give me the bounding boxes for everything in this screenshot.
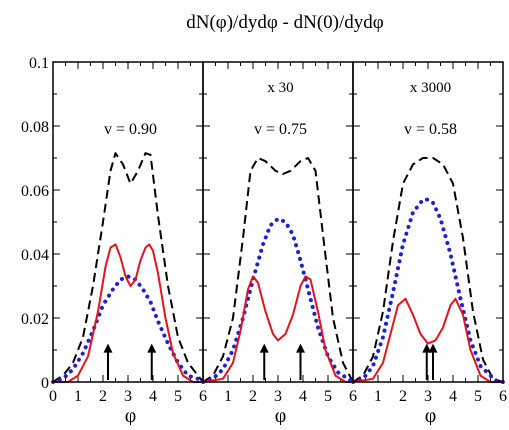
y-tick-label: 0.02 [21,311,49,328]
x-tick-label: 4 [449,388,457,405]
series-line-solid [352,297,503,383]
y-tick-label: 0.1 [29,55,49,72]
arrow-head [103,343,113,353]
x-tick-label: 2 [399,388,407,405]
x-tick-label: 3 [274,388,282,405]
y-tick-label: 0.04 [21,247,49,264]
x-axis-label: φ [125,405,137,425]
panel-frame [52,61,204,383]
series-line-dashed [352,157,504,383]
arrow-head [428,343,438,353]
chart-title: dN(φ)/dydφ - dN(0)/dydφ [186,12,384,33]
panel-1: 0 1 2 3 4 5 6 v = 0.90 φ [49,61,207,427]
x-tick-label: 5 [174,388,182,405]
panel-v-label: v = 0.90 [104,121,157,138]
x-tick-label: 3 [124,388,132,405]
y-tick-label: 0.08 [21,119,49,136]
series-line-dashed [202,157,354,383]
y-tick-label: 0 [41,375,49,392]
series-line-solid [202,275,353,383]
panel-multiplier-label: x 30 [267,80,293,96]
panel-2: 1 2 3 4 5 6x 30v = 0.75φ [201,61,357,427]
x-tick-label: 1 [224,388,232,405]
panel-v-label: v = 0.75 [254,121,307,138]
panel-v-label: v = 0.58 [404,121,457,138]
arrow-head [296,343,305,353]
arrow-head [422,343,432,353]
x-tick-label: 4 [299,388,307,405]
x-tick-label: 5 [324,388,332,405]
series-line-solid [53,243,203,383]
x-tick-label: 4 [149,388,157,405]
series-line-dashed [52,152,204,383]
x-axis-label: φ [275,405,287,425]
x-tick-label: 2 [249,388,257,405]
panel-multiplier-label: x 3000 [410,80,451,96]
series-line-dotted [51,274,205,384]
arrow-head [147,343,157,353]
series-line-dotted [351,197,505,384]
y-tick-label: 0.06 [21,183,49,200]
x-axis-label: φ [425,405,437,425]
arrow-head [259,343,269,353]
x-tick-label: 1 [74,388,82,405]
x-tick-label: 0 [49,388,57,405]
x-tick-label: 6 [199,388,207,405]
x-tick-label: 2 [99,388,107,405]
x-tick-label: 5 [474,388,482,405]
x-tick-label: 6 [499,388,507,405]
panel-frame [202,61,354,383]
panel-frame [352,61,504,383]
x-tick-label: 3 [424,388,432,405]
x-tick-label: 6 [349,388,357,405]
x-tick-label: 1 [374,388,382,405]
